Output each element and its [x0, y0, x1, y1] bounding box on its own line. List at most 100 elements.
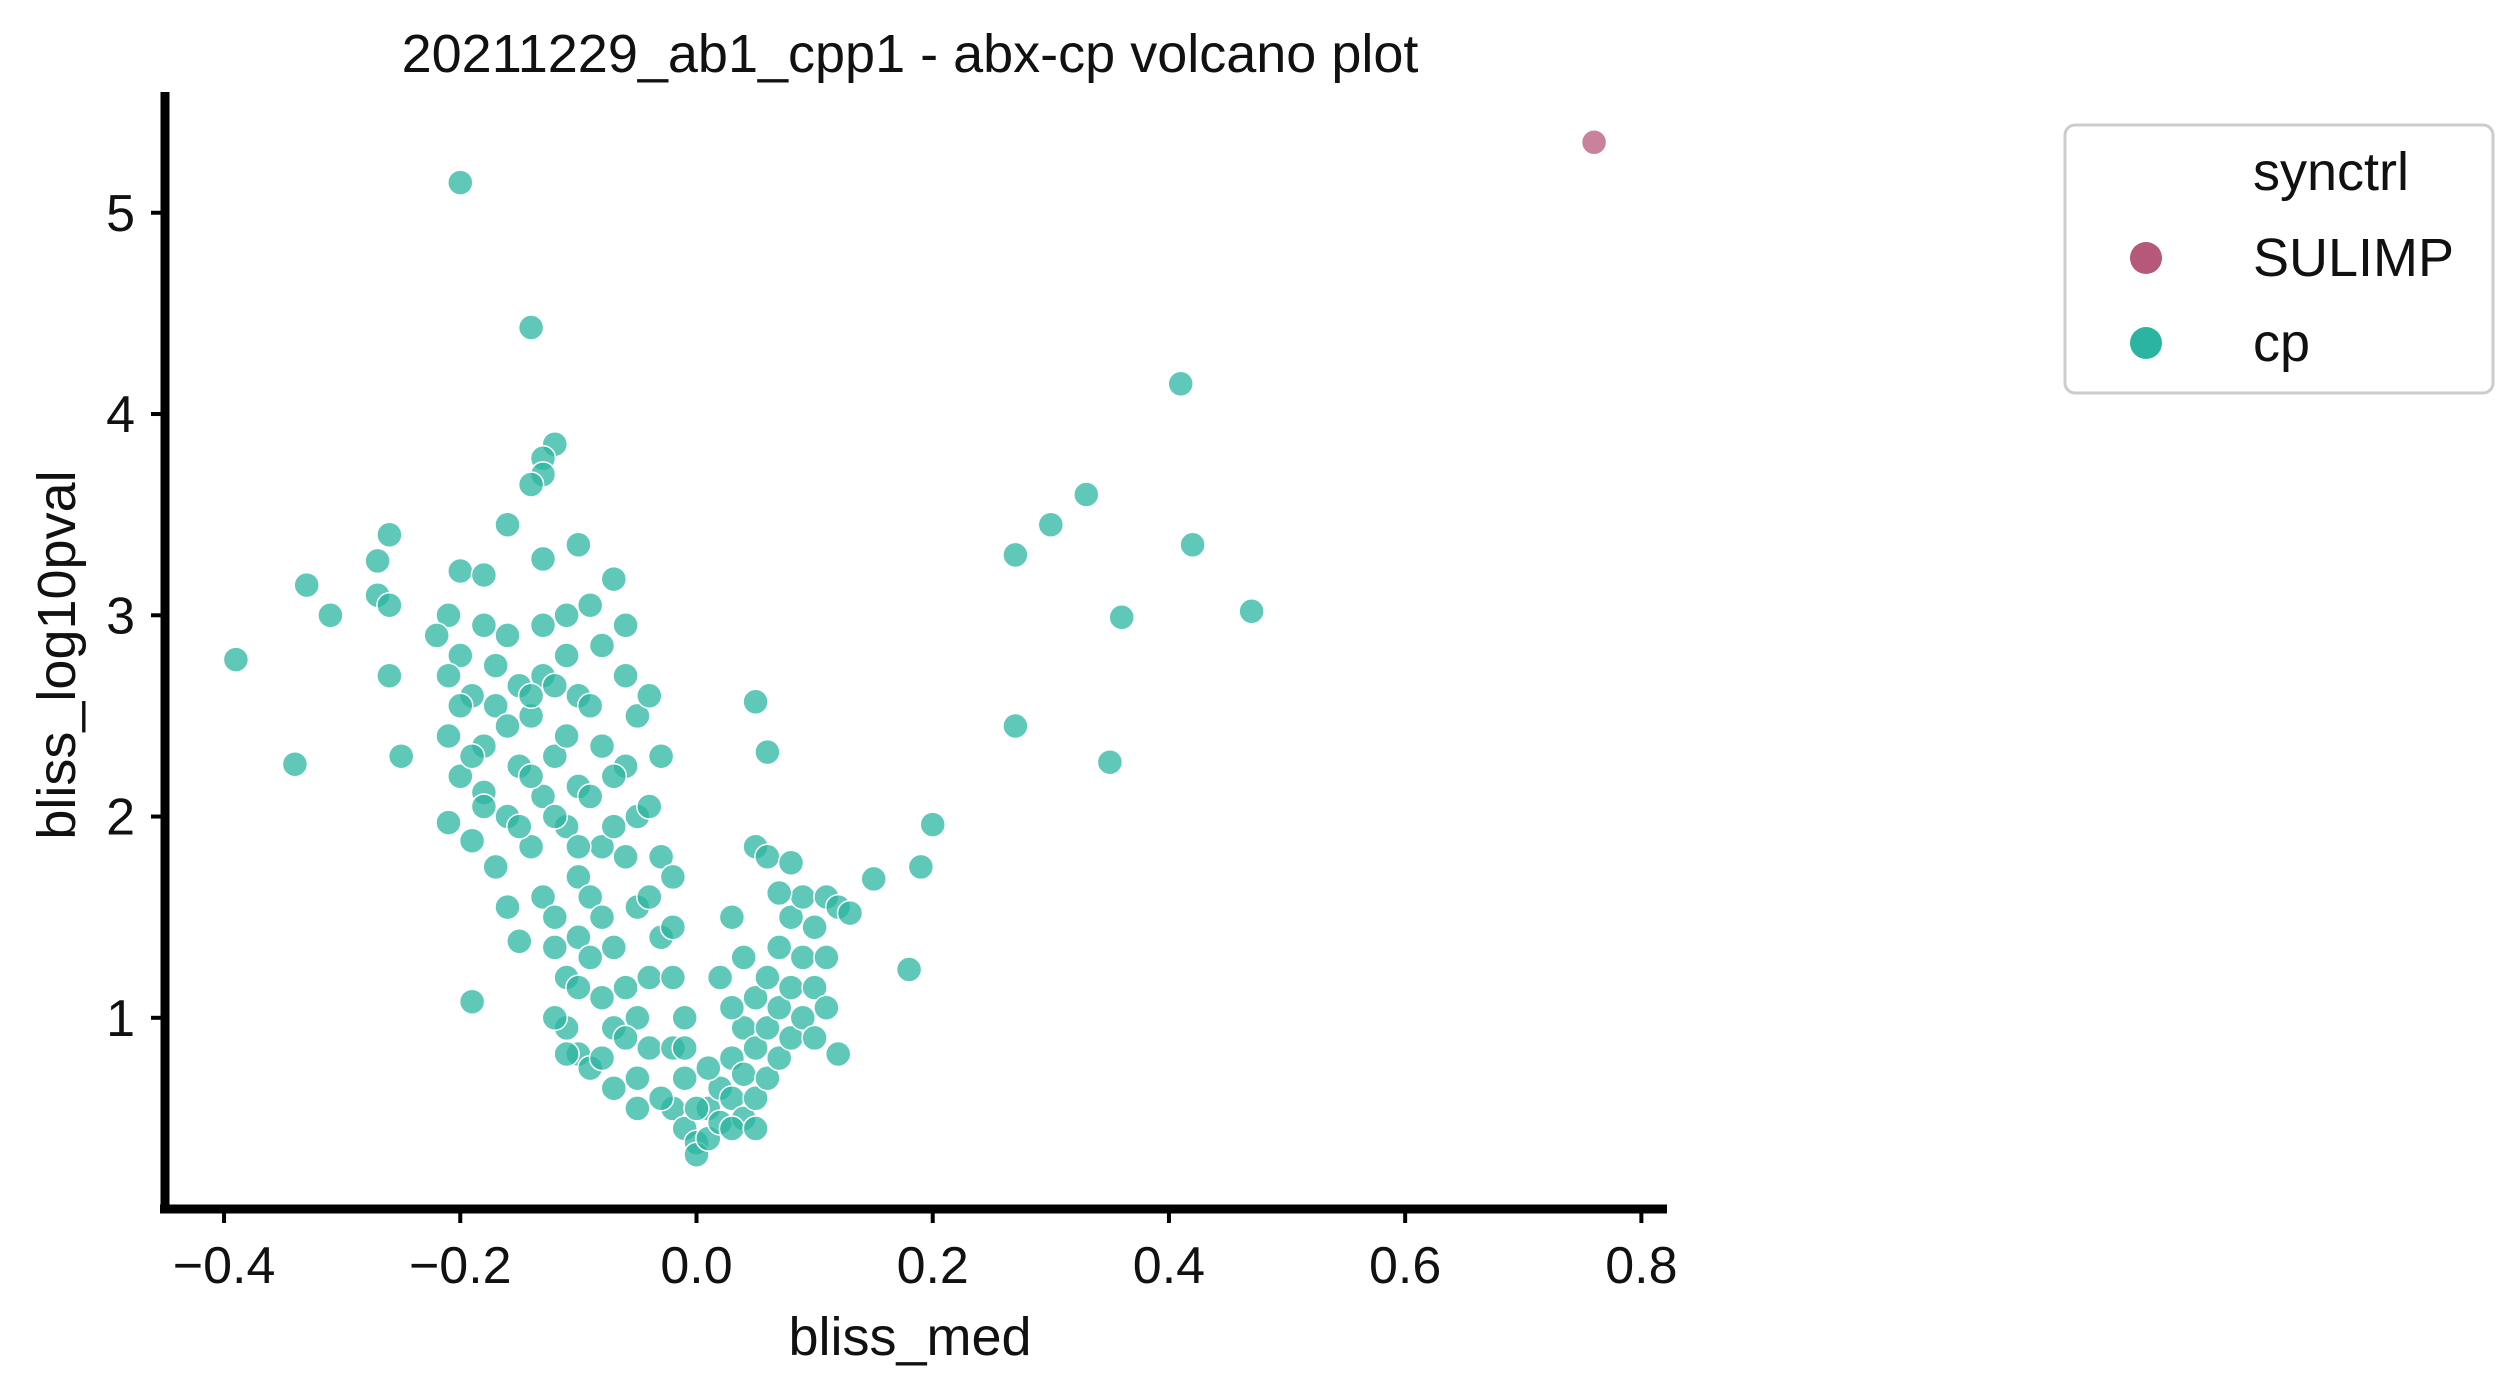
data-point-cp-138 — [765, 1044, 793, 1072]
legend-marker-sulimp — [2130, 242, 2162, 274]
data-point-cp-7 — [1073, 481, 1100, 508]
data-point-cp-56 — [482, 853, 509, 881]
data-point-cp-158 — [836, 899, 864, 927]
x-axis-label: bliss_med — [788, 1307, 1031, 1367]
data-point-cp-134 — [754, 1014, 781, 1042]
data-point-cp-106 — [636, 964, 663, 991]
x-tick-label-2: 0.0 — [660, 1237, 732, 1295]
data-point-cp-144 — [789, 1004, 817, 1032]
data-point-cp-162 — [541, 1004, 569, 1032]
data-point-cp-58 — [529, 612, 557, 639]
data-point-cp-78 — [576, 692, 604, 720]
data-point-cp-90 — [624, 702, 651, 730]
data-point-cp-89 — [612, 662, 639, 689]
data-point-cp-178 — [718, 1115, 746, 1142]
data-point-cp-50 — [458, 827, 486, 854]
data-point-cp-130 — [742, 984, 769, 1011]
data-point-cp-66 — [541, 903, 569, 931]
data-point-cp-64 — [529, 883, 557, 911]
data-point-cp-153 — [718, 903, 746, 931]
data-point-cp-103 — [647, 843, 675, 871]
points-layer — [222, 129, 1608, 1168]
data-point-cp-17 — [470, 561, 498, 589]
data-point-cp-27 — [742, 688, 769, 716]
data-point-cp-101 — [647, 742, 675, 770]
legend-marker-cp — [2130, 327, 2162, 359]
data-point-cp-82 — [576, 883, 604, 911]
data-point-cp-10 — [376, 521, 403, 549]
data-point-cp-133 — [754, 964, 781, 991]
data-point-cp-14 — [529, 545, 557, 573]
data-point-cp-70 — [553, 722, 580, 750]
y-tick-label-1: 2 — [106, 789, 135, 847]
x-tick-label-6: 0.8 — [1605, 1237, 1677, 1295]
data-point-cp-142 — [789, 883, 817, 911]
data-point-cp-171 — [470, 793, 498, 820]
y-tick-label-4: 5 — [106, 185, 135, 243]
data-point-cp-168 — [447, 692, 474, 720]
data-point-cp-42 — [435, 722, 462, 750]
data-point-cp-39 — [423, 622, 450, 649]
data-point-cp-146 — [801, 974, 828, 1001]
data-point-cp-172 — [600, 763, 628, 790]
legend-label-cp: cp — [2253, 313, 2310, 373]
data-point-cp-51 — [494, 622, 521, 649]
data-point-cp-34 — [907, 853, 935, 881]
data-point-cp-167 — [541, 672, 569, 699]
data-point-cp-169 — [458, 742, 486, 770]
data-point-cp-176 — [671, 1034, 698, 1062]
data-point-cp-47 — [482, 692, 509, 720]
data-point-cp-80 — [576, 783, 604, 810]
data-point-cp-174 — [647, 1085, 675, 1112]
data-point-cp-110 — [624, 1095, 651, 1122]
data-point-cp-35 — [860, 865, 887, 893]
y-axis-label: bliss_log10pval — [27, 470, 87, 839]
legend-box — [2063, 123, 2495, 395]
data-point-cp-26 — [376, 662, 403, 689]
data-point-cp-37 — [458, 988, 486, 1015]
data-point-cp-74 — [541, 934, 569, 961]
data-point-cp-11 — [1179, 531, 1206, 559]
data-point-cp-45 — [470, 612, 498, 639]
data-point-cp-173 — [600, 813, 628, 840]
data-point-cp-136 — [765, 934, 793, 961]
data-point-cp-111 — [659, 863, 687, 891]
data-point-cp-160 — [706, 964, 734, 991]
data-point-cp-143 — [789, 944, 817, 971]
data-point-cp-8 — [494, 511, 521, 538]
data-point-cp-20 — [600, 565, 628, 593]
data-point-cp-29 — [754, 738, 781, 766]
data-point-cp-150 — [813, 994, 840, 1021]
legend: synctrl SULIMP cp — [2063, 123, 2495, 395]
data-point-cp-65 — [506, 928, 533, 955]
data-point-cp-67 — [553, 602, 580, 629]
data-point-cp-107 — [624, 1004, 651, 1032]
data-point-cp-114 — [671, 1004, 698, 1032]
data-point-cp-185 — [612, 1024, 639, 1052]
data-point-cp-102 — [636, 793, 663, 820]
data-point-cp-152 — [824, 1040, 852, 1068]
data-point-cp-57 — [494, 893, 521, 921]
data-point-cp-24 — [1108, 604, 1135, 631]
y-tick-label-2: 3 — [106, 587, 135, 645]
x-ticks: −0.4 −0.2 0.0 0.2 0.4 0.6 0.8 — [173, 1209, 1678, 1295]
data-point-cp-135 — [754, 1064, 781, 1092]
data-point-cp-32 — [1096, 748, 1124, 776]
data-point-cp-137 — [765, 994, 793, 1021]
data-point-cp-62 — [529, 783, 557, 810]
data-point-cp-177 — [695, 1054, 722, 1082]
data-point-cp-40 — [447, 642, 474, 669]
data-point-cp-30 — [387, 742, 415, 770]
data-point-cp-93 — [612, 843, 639, 871]
y-ticks: 1 2 3 4 5 — [106, 185, 165, 1048]
data-point-cp-145 — [801, 913, 828, 941]
data-point-cp-68 — [553, 642, 580, 669]
data-point-cp-164 — [541, 803, 569, 830]
x-tick-label-1: −0.2 — [409, 1237, 512, 1295]
x-tick-label-0: −0.4 — [173, 1237, 276, 1295]
data-point-cp-2 — [1167, 370, 1194, 398]
data-point-cp-116 — [671, 1064, 698, 1092]
data-point-cp-22 — [317, 602, 344, 629]
data-point-cp-179 — [742, 1115, 769, 1142]
data-point-cp-46 — [482, 652, 509, 679]
